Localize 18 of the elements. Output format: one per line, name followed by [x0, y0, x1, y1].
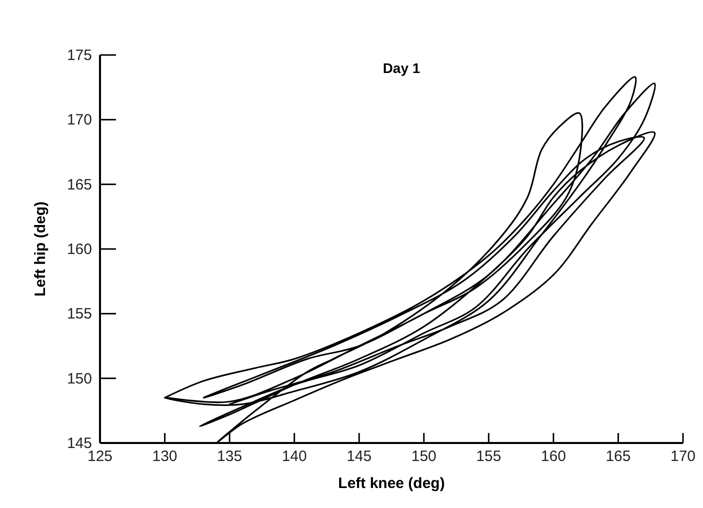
y-tick-label: 165: [66, 176, 92, 194]
x-tick-label: 135: [217, 448, 242, 465]
x-tick-label: 170: [670, 448, 696, 465]
x-tick-label: 130: [152, 448, 178, 465]
x-tick-label: 140: [282, 448, 307, 465]
x-tick-label: 160: [540, 448, 566, 465]
x-axis-title: Left knee (deg): [338, 475, 445, 492]
y-tick-label: 175: [66, 47, 92, 64]
chart-title: Day 1: [382, 60, 420, 76]
x-tick-label: 145: [346, 448, 372, 465]
y-tick-label: 155: [66, 306, 92, 323]
y-axis-title: Left hip (deg): [32, 202, 49, 296]
y-tick-label: 150: [66, 370, 92, 388]
x-tick-label: 155: [476, 448, 502, 465]
x-tick-label: 150: [411, 448, 436, 465]
y-tick-label: 160: [66, 241, 92, 258]
y-tick-label: 170: [66, 112, 92, 129]
x-tick-label: 165: [606, 448, 631, 465]
